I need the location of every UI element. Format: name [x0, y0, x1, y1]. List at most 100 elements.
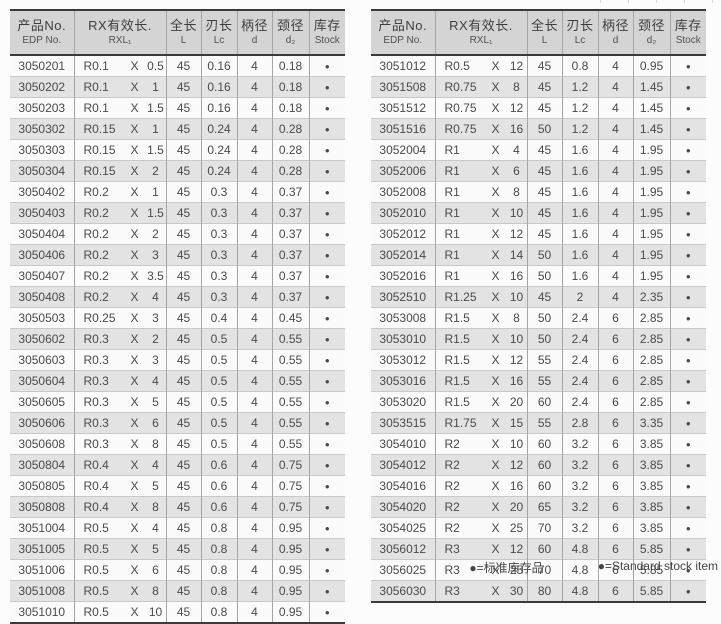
- stock-cell: ●: [308, 559, 345, 581]
- overall-length-cell: 45: [165, 517, 201, 539]
- table-row: 3050304 R0.15 X 2 45 0.24 4 0.28 ●: [10, 160, 345, 182]
- table-row: 3051008 R0.5 X 8 45 0.8 4 0.95 ●: [10, 580, 345, 602]
- overall-length-cell: 45: [165, 202, 201, 224]
- stock-cell: ●: [308, 244, 345, 266]
- overall-length-cell: 45: [165, 475, 201, 497]
- flute-length-cell: 1.6: [561, 265, 598, 287]
- rxl-cell: R1 X 8: [434, 181, 527, 203]
- left-product-table: 产品No. EDP No. RX有效长. RXL₁ 全长 L 刃长 Lc 柄径 …: [10, 9, 345, 624]
- edp-no-cell: 3050303: [10, 139, 74, 161]
- rxl-cell: R0.3 X 8: [73, 433, 166, 455]
- flute-length-cell: 3.2: [561, 454, 598, 476]
- rxl-cell: R1 X 10: [434, 202, 527, 224]
- flute-length-cell: 0.8: [200, 601, 237, 623]
- stock-dot-icon: ●: [324, 125, 330, 134]
- table-row: 3050404 R0.2 X 2 45 0.3 4 0.37 ●: [10, 223, 345, 245]
- edp-no-cell: 3050302: [10, 118, 74, 140]
- edp-no-cell: 3050406: [10, 244, 74, 266]
- table-row: 3050403 R0.2 X 1.5 45 0.3 4 0.37 ●: [10, 202, 345, 224]
- table-row: 3053010 R1.5 X 10 50 2.4 6 2.85 ●: [371, 328, 706, 350]
- stock-dot-icon: ●: [324, 398, 330, 407]
- overall-length-cell: 45: [165, 496, 201, 518]
- table-row: 3051005 R0.5 X 5 45 0.8 4 0.95 ●: [10, 538, 345, 560]
- edp-no-cell: 3050603: [10, 349, 74, 371]
- table-row: 3050605 R0.3 X 5 45 0.5 4 0.55 ●: [10, 391, 345, 413]
- overall-length-cell: 45: [165, 538, 201, 560]
- neck-dia-cell: 5.85: [632, 559, 670, 581]
- rxl-cell: R1.5 X 16: [434, 370, 527, 392]
- stock-cell: ●: [308, 223, 345, 245]
- rxl-cell: R3 X 25: [434, 559, 527, 581]
- table-row: 3053008 R1.5 X 8 50 2.4 6 2.85 ●: [371, 307, 706, 329]
- flute-length-cell: 1.6: [561, 139, 598, 161]
- stock-cell: ●: [308, 181, 345, 203]
- stock-cell: ●: [308, 370, 345, 392]
- rxl-cell: R0.4 X 5: [73, 475, 166, 497]
- stock-dot-icon: ●: [685, 209, 691, 218]
- rxl-cell: R3 X 12: [434, 538, 527, 560]
- table-row: 3054010 R2 X 10 60 3.2 6 3.85 ●: [371, 433, 706, 455]
- rxl-cell: R0.1 X 1: [73, 76, 166, 98]
- neck-dia-cell: 1.95: [632, 265, 670, 287]
- rxl-cell: R0.15 X 2: [73, 160, 166, 182]
- edp-no-cell: 3050304: [10, 160, 74, 182]
- shank-dia-cell: 6: [597, 370, 633, 392]
- rxl-cell: R0.1 X 1.5: [73, 97, 166, 119]
- overall-length-cell: 45: [165, 244, 201, 266]
- neck-dia-cell: 0.75: [271, 475, 309, 497]
- overall-length-cell: 45: [165, 412, 201, 434]
- flute-length-cell: 0.3: [200, 223, 237, 245]
- column-label-cn: 柄径: [240, 18, 268, 33]
- rxl-cell: R0.75 X 8: [434, 76, 527, 98]
- flute-length-cell: 1.2: [561, 118, 598, 140]
- column-label-en: L: [541, 35, 548, 46]
- neck-dia-cell: 1.95: [632, 181, 670, 203]
- stock-dot-icon: ●: [324, 251, 330, 260]
- stock-dot-icon: ●: [685, 272, 691, 281]
- neck-dia-cell: 1.45: [632, 97, 670, 119]
- shank-dia-cell: 6: [597, 328, 633, 350]
- rxl-cell: R0.2 X 1.5: [73, 202, 166, 224]
- neck-dia-cell: 2.35: [632, 286, 670, 308]
- edp-no-cell: 3053008: [371, 307, 435, 329]
- shank-dia-cell: 4: [236, 412, 272, 434]
- rxl-cell: R0.3 X 3: [73, 349, 166, 371]
- overall-length-cell: 45: [165, 559, 201, 581]
- edp-no-cell: 3051012: [371, 55, 435, 77]
- overall-length-cell: 45: [526, 202, 562, 224]
- column-header-overall-length: 全长 L: [165, 10, 201, 56]
- column-label-en: Lc: [213, 35, 225, 46]
- stock-cell: ●: [308, 202, 345, 224]
- header-row: 产品No. EDP No. RX有效长. RXL₁ 全长 L 刃长 Lc 柄径 …: [10, 10, 345, 56]
- shank-dia-cell: 4: [597, 223, 633, 245]
- overall-length-cell: 45: [165, 139, 201, 161]
- table-row: 3050603 R0.3 X 3 45 0.5 4 0.55 ●: [10, 349, 345, 371]
- column-header-shank-dia: 柄径 d: [236, 10, 272, 56]
- column-label-cn: 颈径: [276, 18, 304, 33]
- shank-dia-cell: 6: [597, 307, 633, 329]
- edp-no-cell: 3052006: [371, 160, 435, 182]
- shank-dia-cell: 4: [236, 328, 272, 350]
- flute-length-cell: 4.8: [561, 538, 598, 560]
- table-row: 3050602 R0.3 X 2 45 0.5 4 0.55 ●: [10, 328, 345, 350]
- shank-dia-cell: 4: [236, 223, 272, 245]
- stock-dot-icon: ●: [685, 377, 691, 386]
- stock-dot-icon: ●: [324, 209, 330, 218]
- column-label-en: d₂: [285, 35, 296, 46]
- rxl-cell: R0.5 X 5: [73, 538, 166, 560]
- stock-dot-icon: ●: [324, 587, 330, 596]
- column-label-en: EDP No.: [383, 35, 423, 46]
- overall-length-cell: 60: [526, 454, 562, 476]
- neck-dia-cell: 0.75: [271, 454, 309, 476]
- stock-cell: ●: [308, 391, 345, 413]
- stock-dot-icon: ●: [685, 419, 691, 428]
- stock-cell: ●: [308, 307, 345, 329]
- table-row: 3051512 R0.75 X 12 45 1.2 4 1.45 ●: [371, 97, 706, 119]
- stock-dot-icon: ●: [324, 83, 330, 92]
- table-row: 3050503 R0.25 X 3 45 0.4 4 0.45 ●: [10, 307, 345, 329]
- stock-cell: ●: [669, 55, 706, 77]
- edp-no-cell: 3051516: [371, 118, 435, 140]
- rxl-cell: R3 X 30: [434, 580, 527, 602]
- table-row: 3050407 R0.2 X 3.5 45 0.3 4 0.37 ●: [10, 265, 345, 287]
- shank-dia-cell: 4: [597, 286, 633, 308]
